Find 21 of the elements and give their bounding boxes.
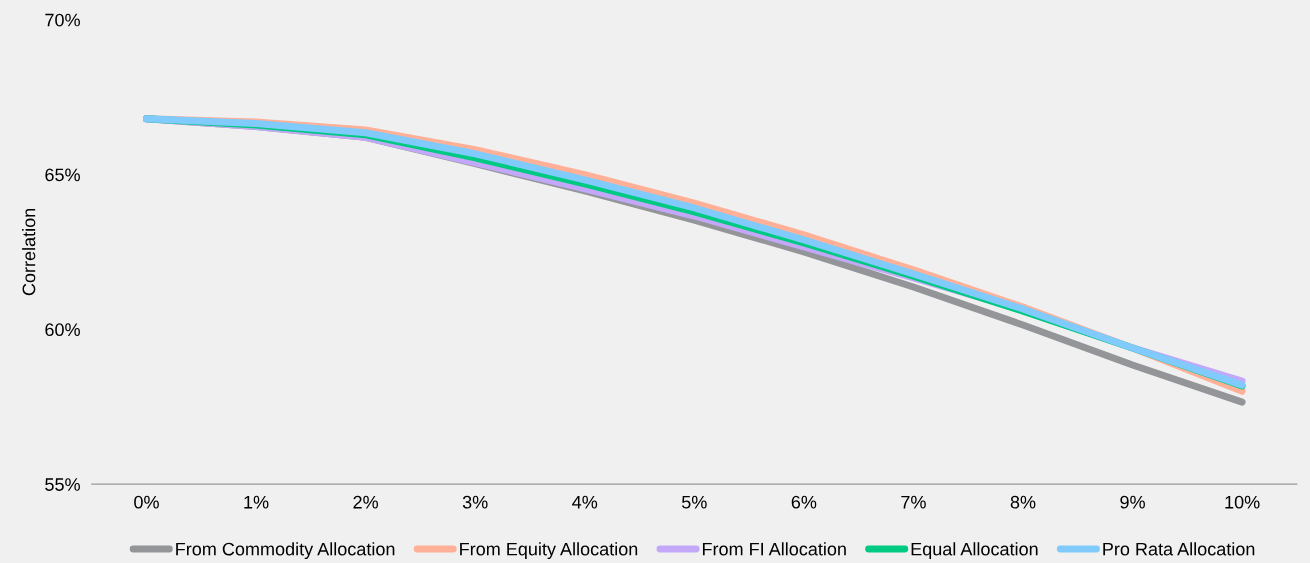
legend-label: From Commodity Allocation <box>176 542 395 560</box>
x-tick-label: 1% <box>244 495 269 509</box>
x-tick-label: 9% <box>1120 495 1145 509</box>
y-tick-label: 55% <box>45 478 80 491</box>
y-tick-label: 65% <box>45 168 80 182</box>
y-tick-label: 70% <box>45 13 80 27</box>
x-tick-label: 6% <box>791 495 817 509</box>
x-tick-label: 10% <box>1225 495 1260 509</box>
y-tick-label: 60% <box>45 323 80 337</box>
x-tick-label: 0% <box>134 495 159 509</box>
x-tick-label: 5% <box>681 495 707 509</box>
legend-label: From Equity Allocation <box>460 542 638 560</box>
y-axis-title: Correlation <box>22 208 36 296</box>
x-tick-label: 2% <box>353 495 379 509</box>
x-tick-label: 8% <box>1010 495 1036 509</box>
legend-label: From FI Allocation <box>702 542 846 556</box>
legend-label: Equal Allocation <box>911 542 1038 560</box>
x-tick-label: 4% <box>572 495 598 509</box>
legend-label: Pro Rata Allocation <box>1103 542 1255 556</box>
x-tick-label: 3% <box>462 495 488 509</box>
x-tick-label: 7% <box>901 495 926 509</box>
